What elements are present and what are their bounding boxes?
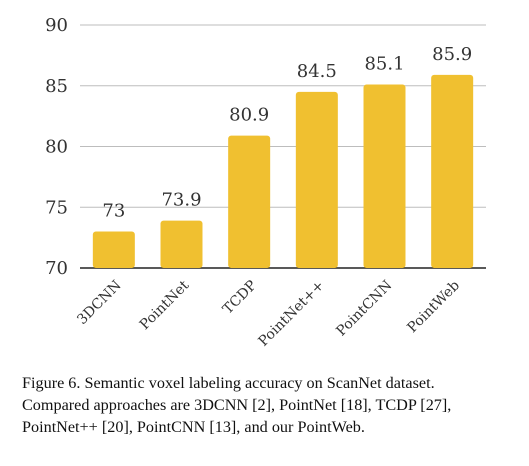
bars	[92, 74, 474, 268]
x-tick-label: PointNet	[137, 277, 193, 333]
caption-line-3: PointNet++ [20], PointCNN [13], and our …	[22, 418, 365, 436]
bar-pointweb	[431, 74, 474, 268]
x-tick-label: PointCNN	[333, 278, 395, 340]
bar-pointnet	[160, 220, 203, 268]
bar-tcdp	[228, 135, 271, 268]
x-tick-label: 3DCNN	[74, 278, 124, 328]
data-label: 84.5	[297, 61, 337, 82]
gridlines	[80, 24, 486, 269]
y-tick-label: 90	[45, 15, 68, 36]
y-tick-label: 85	[45, 76, 68, 97]
bar-3dcnn	[92, 231, 135, 268]
data-label: 85.9	[432, 44, 472, 65]
data-label: 80.9	[229, 105, 269, 126]
bar-pointcnn	[363, 84, 406, 268]
figure-caption: Figure 6. Semantic voxel labeling accura…	[22, 372, 522, 438]
y-tick-label: 80	[45, 137, 68, 158]
y-axis-ticks: 70 75 80 85 90	[45, 15, 68, 279]
caption-line-2: Compared approaches are 3DCNN [2], Point…	[22, 396, 452, 414]
bar-chart: 70 75 80 85 90 73 73.9 80.9 84.5 85.1 85.9 3DCNN P…	[45, 15, 486, 350]
y-tick-label: 70	[45, 258, 68, 279]
data-label: 85.1	[364, 54, 404, 75]
x-tick-label: PointNet++	[256, 278, 328, 350]
y-tick-label: 75	[45, 197, 68, 218]
x-tick-label: TCDP	[220, 278, 260, 318]
data-label: 73	[102, 201, 125, 222]
data-labels: 73 73.9 80.9 84.5 85.1 85.9	[102, 44, 472, 222]
x-tick-label: PointWeb	[404, 277, 463, 336]
caption-line-1: Figure 6. Semantic voxel labeling accura…	[22, 374, 435, 392]
data-label: 73.9	[161, 190, 201, 211]
bar-pointnet-	[295, 91, 338, 268]
